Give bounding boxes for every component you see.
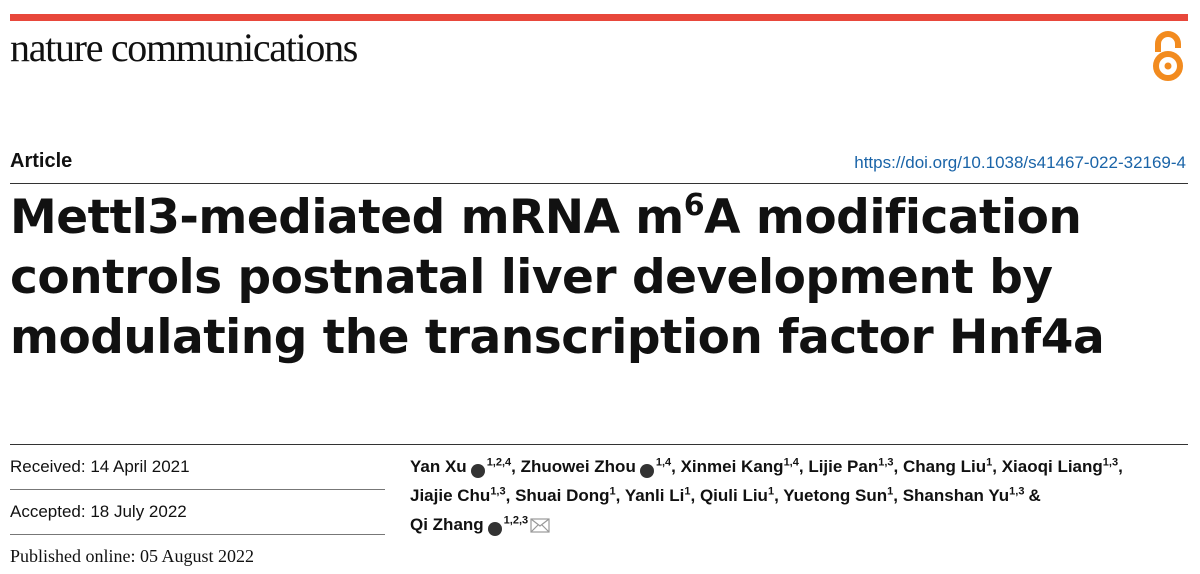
- divider: [10, 534, 385, 535]
- author-separator: &: [1028, 486, 1041, 505]
- author-affiliations: 1,2,3: [503, 514, 529, 527]
- author-affiliations: 1,3: [878, 456, 894, 469]
- author: Jiajie Chu1,3,: [410, 486, 510, 505]
- author: Yanli Li1,: [625, 486, 695, 505]
- author-separator: ,: [690, 486, 696, 505]
- author-name: Yan Xu: [410, 457, 467, 476]
- author-name: Shuai Dong: [515, 486, 610, 505]
- author: Qi Zhang​1,2,3: [410, 514, 550, 536]
- author-affiliations: 1,3: [490, 485, 506, 498]
- author-list: Yan Xu​1,2,4, Zhuowei Zhou​1,4, Xinmei K…: [410, 452, 1170, 539]
- author-separator: ,: [893, 486, 898, 505]
- author-affiliations: 1,4: [783, 456, 799, 469]
- author-affiliations: 1: [767, 485, 775, 498]
- author-affiliations: 1: [986, 456, 993, 469]
- title-superscript: 6: [683, 188, 705, 223]
- author: Xiaoqi Liang1,3,: [1002, 457, 1123, 476]
- author: Xinmei Kang1,4,: [681, 457, 804, 476]
- accepted-date: Accepted: 18 July 2022: [10, 502, 187, 521]
- author-affiliations: 1: [684, 485, 691, 498]
- author: Shuai Dong1,: [515, 486, 620, 505]
- author-affiliations: 1,2,4: [486, 456, 512, 469]
- title-text: Mettl3-mediated mRNA m: [10, 190, 684, 245]
- author-affiliations: 1: [609, 485, 616, 498]
- author-affiliations: 1,3: [1102, 456, 1119, 469]
- title-text: A modification controls postnatal liver …: [10, 190, 1105, 365]
- received-date: Received: 14 April 2021: [10, 457, 190, 476]
- author-name: Chang Liu: [903, 457, 987, 476]
- author-name: Qi Zhang: [410, 515, 484, 534]
- author-name: Lijie Pan: [808, 457, 879, 476]
- author-affiliations: 1,4: [655, 456, 672, 469]
- article-type: Article: [10, 150, 73, 172]
- author-separator: ,: [505, 486, 511, 505]
- author-separator: ,: [615, 486, 621, 505]
- author: Zhuowei Zhou​1,4,: [520, 456, 676, 478]
- author-name: Qiuli Liu: [699, 486, 768, 505]
- author-affiliations: 1,3: [1009, 485, 1025, 498]
- author: Qiuli Liu1,: [700, 486, 779, 505]
- divider: [10, 444, 1188, 445]
- email-icon[interactable]: [530, 518, 550, 533]
- orcid-icon[interactable]: ​: [639, 464, 654, 478]
- author: Yuetong Sun1,: [783, 486, 898, 505]
- divider: [10, 489, 385, 490]
- author: Chang Liu1,: [903, 457, 997, 476]
- author-separator: ,: [774, 486, 779, 505]
- author: Lijie Pan1,3,: [808, 457, 898, 476]
- journal-name: nature communications: [10, 25, 358, 70]
- author-separator: ,: [893, 457, 899, 476]
- article-title: Mettl3-mediated mRNA m6A modification co…: [10, 188, 1160, 368]
- author-separator: ,: [992, 457, 997, 476]
- author-name: Yuetong Sun: [783, 486, 888, 505]
- author-separator: ,: [671, 457, 676, 476]
- author-separator: ,: [798, 457, 804, 476]
- author: Yan Xu​1,2,4,: [410, 456, 516, 478]
- published-date: Published online: 05 August 2022: [10, 546, 255, 566]
- author-separator: ,: [1118, 457, 1123, 476]
- author-name: Yanli Li: [624, 486, 685, 505]
- divider: [10, 183, 1188, 184]
- open-access-icon: [1153, 31, 1183, 81]
- doi-link[interactable]: https://doi.org/10.1038/s41467-022-32169…: [854, 153, 1186, 172]
- orcid-icon[interactable]: ​: [487, 522, 502, 536]
- author-name: Xiaoqi Liang: [1001, 457, 1103, 476]
- author-name: Xinmei Kang: [680, 457, 784, 476]
- author-separator: ,: [511, 457, 516, 476]
- author-name: Zhuowei Zhou: [520, 457, 636, 476]
- author-affiliations: 1: [887, 485, 894, 498]
- orcid-icon[interactable]: ​: [470, 464, 485, 478]
- author: Shanshan Yu1,3 &: [903, 486, 1045, 505]
- author-name: Shanshan Yu: [902, 486, 1010, 505]
- author-name: Jiajie Chu: [410, 486, 491, 505]
- brand-bar: [10, 14, 1188, 21]
